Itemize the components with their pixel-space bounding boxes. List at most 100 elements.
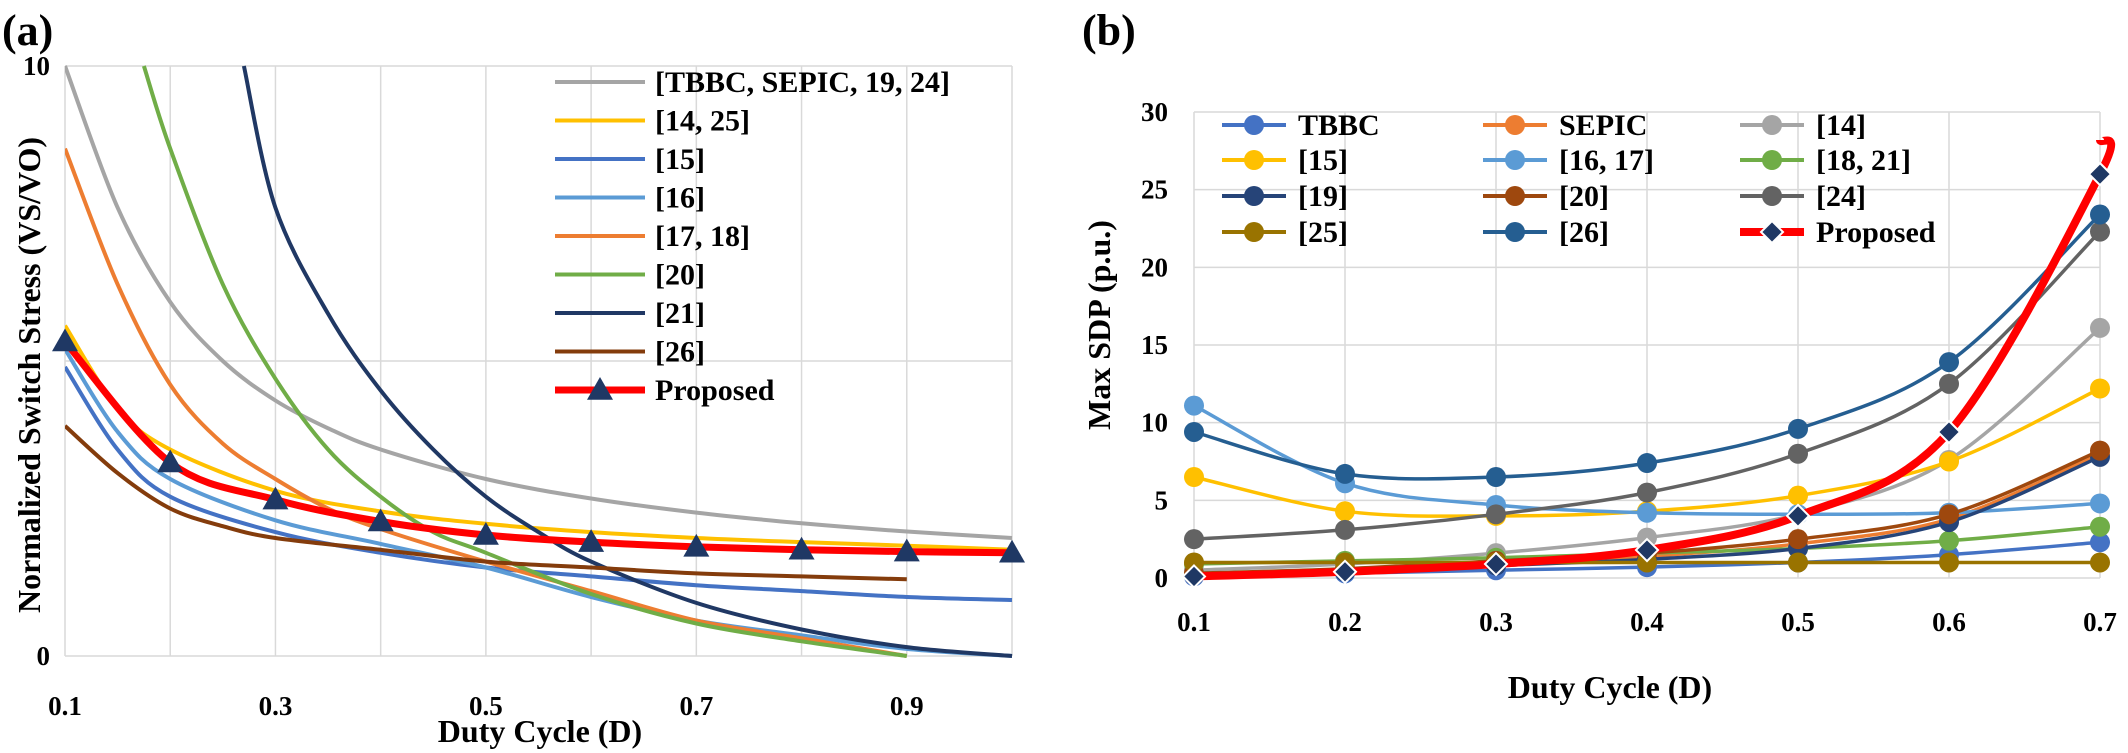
series-line-a	[65, 65, 1013, 540]
x-tick-label-a: 0.3	[259, 691, 293, 721]
data-point-b-proposed	[1483, 551, 1509, 577]
y-tick-label-a: 0	[37, 641, 51, 671]
data-point-a-proposed	[893, 538, 920, 562]
data-point-b	[2090, 532, 2110, 553]
data-point-a-proposed	[52, 328, 78, 352]
data-point-b	[2090, 221, 2110, 242]
data-point-b	[2090, 493, 2110, 514]
legend-label-b: [24]	[1816, 180, 1866, 213]
x-tick-label-a: 0.9	[890, 691, 924, 721]
legend-marker-b	[1762, 186, 1782, 206]
legend-label-b: [25]	[1298, 216, 1348, 249]
y-tick-label-b: 20	[1141, 252, 1168, 282]
legend-label-a: [16]	[655, 182, 705, 215]
data-point-b	[1335, 519, 1355, 540]
data-point-b	[1486, 504, 1506, 525]
legend-marker-b	[1244, 150, 1264, 170]
data-point-b-proposed	[1332, 559, 1358, 585]
legend-label-b: [14]	[1816, 109, 1866, 142]
legend-marker-b	[1244, 222, 1264, 242]
legend-marker-b	[1762, 115, 1782, 135]
data-point-b-proposed	[1181, 564, 1207, 589]
legend-marker-b	[1762, 150, 1782, 170]
legend-b: TBBC SEPIC [14] [15] [16, 17] [18, 21] [19] [20…	[1222, 109, 1936, 249]
data-point-a-proposed	[683, 533, 710, 557]
legend-label-b: [19]	[1298, 180, 1348, 213]
series-line-a	[65, 348, 1013, 658]
series-line-b	[1193, 136, 2116, 581]
data-point-b	[1788, 552, 1808, 573]
data-point-a-proposed	[157, 449, 184, 473]
data-point-a-proposed	[578, 529, 605, 552]
legend-label-b: [18, 21]	[1816, 144, 1911, 177]
legend-label-a: [17, 18]	[655, 220, 750, 253]
data-point-b-proposed	[1634, 537, 1660, 563]
series-line-a	[65, 339, 1013, 557]
legend-marker-b	[1505, 222, 1525, 242]
y-tick-label-b: 0	[1155, 563, 1169, 593]
data-point-b	[1788, 485, 1808, 506]
y-tick-label-b: 30	[1141, 97, 1168, 127]
data-point-b	[1939, 504, 1959, 525]
legend-a: [TBBC, SEPIC, 19, 24] [14, 25] [15] [16] [17…	[555, 66, 950, 407]
x-tick-label-b: 0.1	[1177, 607, 1211, 637]
legend-label-a: [21]	[655, 297, 705, 330]
x-tick-label-b: 0.4	[1630, 607, 1664, 637]
legend-label-b: Proposed	[1816, 216, 1936, 249]
y-tick-label-b: 5	[1155, 485, 1169, 515]
panel-b: (b) 0.1 0.2 0.3 0.4 0.5 0.6 0.7 0 5 10 15 20 25 30 TB…	[1081, 6, 2117, 705]
legend-label-b: [20]	[1559, 180, 1609, 213]
data-point-b	[1637, 502, 1657, 523]
data-point-b	[2090, 378, 2110, 399]
legend-label-a: [26]	[655, 336, 705, 369]
data-point-b	[1788, 529, 1808, 550]
panel-a: (a) 0.1 0.3 0.5 0.7 0.9 0 10 [TBBC, SEPIC, 19,…	[2, 6, 1025, 749]
y-tick-label-b: 25	[1141, 175, 1168, 205]
x-axis-label-a: Duty Cycle (D)	[438, 713, 642, 749]
data-point-b	[2090, 204, 2110, 225]
data-point-b	[1788, 443, 1808, 464]
data-point-b	[1788, 418, 1808, 439]
series-line-a	[141, 65, 908, 658]
data-point-b	[2090, 317, 2110, 338]
legend-label-b: TBBC	[1298, 109, 1380, 142]
x-tick-label-a: 0.1	[48, 691, 82, 721]
data-point-b	[1637, 453, 1657, 474]
legend-label-b: [26]	[1559, 216, 1609, 249]
data-point-b	[2090, 552, 2110, 573]
data-point-b	[1939, 352, 1959, 373]
data-point-b	[1939, 451, 1959, 472]
legend-label-a: [14, 25]	[655, 105, 750, 138]
legend-marker-b	[1759, 219, 1785, 245]
data-point-b	[1637, 482, 1657, 503]
data-point-a-proposed	[788, 536, 815, 560]
data-point-a-proposed	[999, 539, 1025, 563]
y-tick-label-b: 10	[1141, 408, 1168, 438]
data-point-b	[1637, 527, 1657, 548]
legend-marker-b	[1244, 186, 1264, 206]
series-line-a	[241, 65, 1013, 658]
legend-label-a: [TBBC, SEPIC, 19, 24]	[655, 66, 950, 99]
data-point-b	[1939, 373, 1959, 394]
y-axis-label-a: Normalized Switch Stress (VS/VO)	[11, 137, 47, 613]
x-tick-label-b: 0.5	[1781, 607, 1815, 637]
x-tick-label-a: 0.7	[679, 691, 713, 721]
data-point-b-proposed	[1785, 503, 1811, 529]
x-tick-label-b: 0.2	[1328, 607, 1362, 637]
y-tick-label-b: 15	[1141, 330, 1168, 360]
legend-label-a: [20]	[655, 259, 705, 292]
data-point-b	[1335, 463, 1355, 484]
panel-a-label: (a)	[2, 6, 53, 55]
data-point-b	[1184, 467, 1204, 488]
x-tick-label-b: 0.6	[1932, 607, 1966, 637]
series-line-a	[65, 324, 1013, 552]
x-tick-label-b: 0.3	[1479, 607, 1513, 637]
legend-marker-b	[1505, 150, 1525, 170]
data-point-b	[1486, 467, 1506, 488]
y-tick-label-a: 10	[23, 51, 50, 81]
data-point-a-proposed	[472, 522, 499, 545]
data-point-a-proposed	[262, 486, 289, 510]
data-point-b	[1939, 530, 1959, 551]
legend-label-a: [15]	[655, 143, 705, 176]
